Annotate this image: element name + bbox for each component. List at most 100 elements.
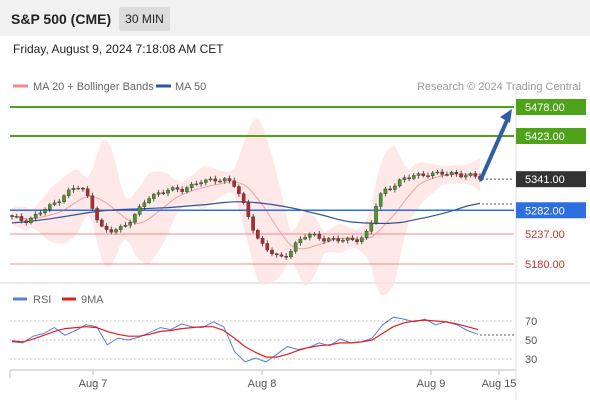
candle-body [185,187,189,192]
candle-body [435,171,440,174]
candle-body [256,230,260,239]
candle-body [468,173,473,176]
x-axis-ticks: Aug 7 Aug 8 Aug 9 Aug 15 [79,370,517,390]
candle-body [48,204,52,210]
price-levels [10,106,514,265]
candle-body [374,206,378,224]
rsi-tick-label: 50 [525,335,537,347]
candle-body [152,194,156,199]
chart-timestamp: Friday, August 9, 2024 7:18:08 AM CET [13,42,224,56]
candle-body [199,182,203,185]
candle-body [341,240,345,242]
header-bar: S&P 500 (CME) 30 MIN [0,0,590,36]
candle-body [118,226,123,230]
candle-body [180,189,184,192]
candle-body [43,209,47,214]
candle-body [449,172,454,175]
candle-body [416,173,421,176]
candle-body [237,186,241,194]
legend-label-9ma: 9MA [81,294,104,306]
candle-body [308,233,312,238]
legend-label-ma50: MA 50 [175,81,206,93]
level-label-support: 5180.00 [525,259,565,271]
candle-body [62,195,66,202]
candle-body [222,178,227,182]
candle-body [104,226,109,230]
candle-body [213,178,218,182]
candle-body [279,254,284,257]
candle-body [289,251,293,258]
candle-body [161,192,166,194]
candle-body [298,238,303,243]
candle-body [38,212,43,215]
candle-body [322,238,326,242]
bollinger-fill [12,117,480,296]
candle-body [383,188,388,194]
candle-body [156,192,161,195]
candle-body [412,175,416,179]
rsi-line [11,316,479,363]
candle-body [227,178,232,181]
rsi-panel: 70 50 30 [10,316,537,366]
candle-body [114,229,118,233]
candle-body [459,173,463,178]
candle-body [123,225,128,227]
candle-body [137,206,142,215]
candle-body [265,243,270,251]
candle-body [360,237,364,242]
candle-body [274,253,279,256]
timeframe-badge[interactable]: 30 MIN [119,7,170,31]
candle-body [303,237,307,240]
candle-body [76,187,80,190]
candle-body [109,229,114,233]
candle-body [430,172,435,177]
candle-body [369,222,374,232]
candle-body [284,255,288,258]
ma20-line [12,173,481,250]
level-badge-last [516,171,586,188]
x-tick-label: Aug 9 [417,378,446,390]
candle-body [454,172,459,175]
candle-body [142,202,147,207]
ma50-line [11,201,481,224]
candle-body [464,175,468,178]
candle-body [388,188,392,191]
legend-label-rsi: RSI [33,294,51,306]
level-badge-target [516,127,586,144]
candle-body [133,214,137,223]
candle-body [378,193,383,207]
arrow-shaft [479,116,510,182]
moving-averages [11,201,481,224]
level-badge-pivot [516,202,586,219]
candle-body [208,178,213,181]
candle-body [204,179,208,183]
instrument-title: S&P 500 (CME) [11,11,112,27]
candle-body [100,219,104,227]
candle-body [33,213,38,219]
candle-body [270,249,274,255]
x-tick-label: Aug 7 [79,378,108,390]
candle-body [90,195,95,209]
candle-body [355,239,359,242]
candle-body [66,189,71,196]
candle-body [241,193,246,203]
candle-body [440,171,444,175]
arrow-head [500,109,512,123]
candle-body [293,242,298,252]
candle-body [312,233,317,236]
candle-body [402,177,407,180]
candle-body [445,174,449,176]
candle-body [331,238,336,240]
bollinger-band [12,117,481,296]
candle-body [57,201,62,203]
candle-body [52,202,57,205]
candle-body [29,217,33,223]
candle-body [81,187,85,190]
x-tick-label: Aug 15 [482,378,517,390]
rsi-tick-label: 70 [525,316,537,328]
candle-body [71,188,76,191]
candlesticks [10,168,482,260]
candle-body [317,233,322,239]
candle-body [189,183,194,188]
